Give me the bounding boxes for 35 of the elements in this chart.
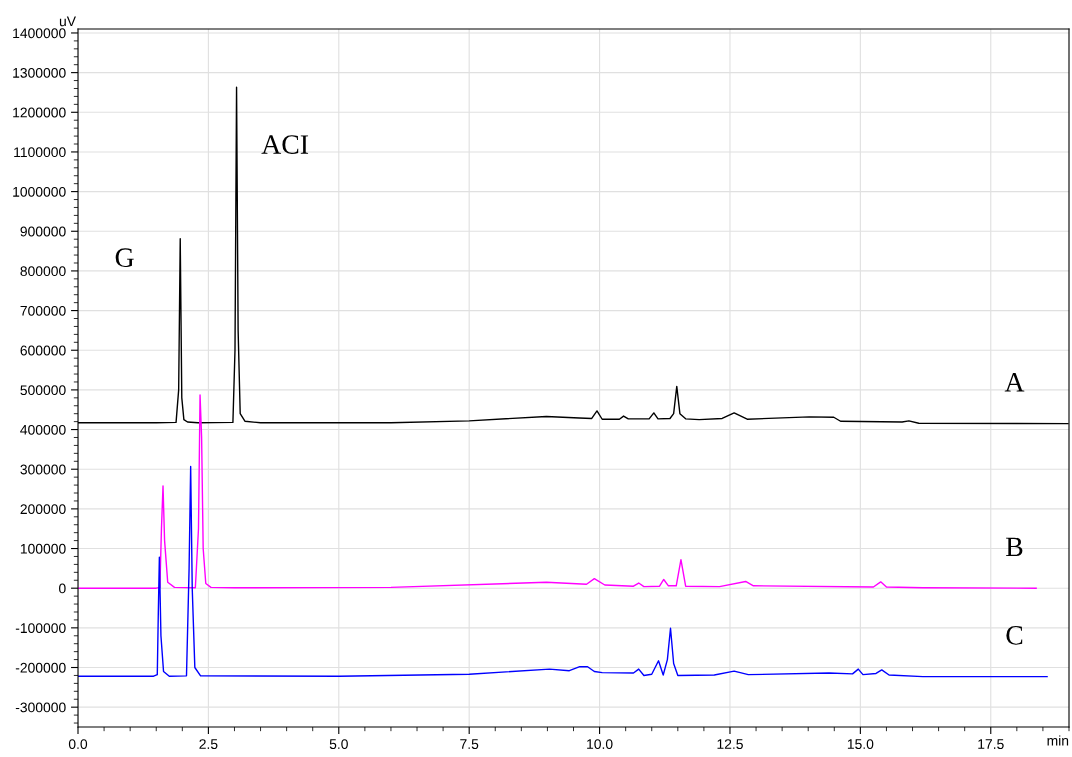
annotation: G: [115, 248, 134, 267]
series-label: C: [1006, 626, 1023, 645]
x-tick-label: 12.5: [717, 739, 743, 750]
line-series: [78, 394, 1037, 589]
line-series: [78, 465, 1048, 678]
y-tick-label: 400000: [20, 424, 66, 435]
x-tick-label: 2.5: [199, 739, 218, 750]
y-axis-title: uV: [59, 16, 76, 27]
y-tick-label: 800000: [20, 266, 66, 277]
y-tick-label: -300000: [15, 702, 66, 713]
x-tick-label: 15.0: [847, 739, 874, 750]
y-tick-label: 1100000: [14, 147, 66, 158]
y-tick-label: 600000: [20, 345, 66, 356]
x-tick-label: 5.0: [329, 739, 348, 750]
y-tick-label: 100000: [20, 543, 66, 554]
y-tick-label: 200000: [20, 504, 66, 515]
x-axis-title: min: [1047, 735, 1069, 746]
y-tick-label: -200000: [15, 662, 66, 673]
x-tick-label: 10.0: [587, 739, 613, 750]
y-tick-label: 700000: [20, 305, 66, 316]
y-tick-label: 0: [59, 583, 66, 594]
y-tick-label: 1300000: [13, 67, 66, 78]
y-tick-label: 1200000: [13, 107, 66, 118]
x-tick-label: 17.5: [978, 739, 1004, 750]
annotation: ACI: [261, 135, 309, 154]
series-label: B: [1006, 537, 1023, 557]
y-tick-label: 300000: [20, 464, 66, 475]
x-tick-label: 7.5: [460, 739, 479, 750]
y-tick-label: 900000: [20, 226, 66, 237]
y-tick-label: 1000000: [13, 186, 66, 197]
series-label: A: [1004, 373, 1025, 392]
y-tick-label: 1400000: [13, 28, 66, 39]
y-tick-label: 500000: [20, 385, 66, 396]
y-tick-label: -100000: [15, 623, 66, 634]
x-tick-label: 0.0: [68, 739, 88, 750]
